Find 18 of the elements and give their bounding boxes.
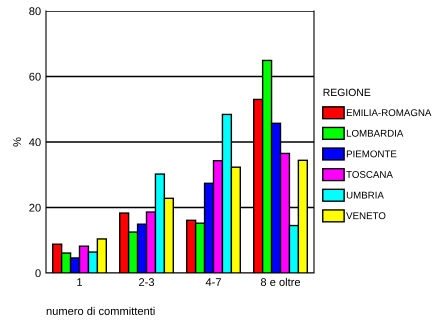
y-tick-label: 0 xyxy=(35,269,41,278)
legend-label: PIEMONTE xyxy=(346,150,396,158)
y-tick-label: 20 xyxy=(29,204,41,212)
y-tick-label: 40 xyxy=(29,138,41,146)
legend-label: TOSCANA xyxy=(346,171,393,178)
y-tick-label: 60 xyxy=(29,72,41,81)
legend-label: EMILIA-ROMAGNA xyxy=(346,109,432,116)
legend-title: REGIONE xyxy=(324,88,370,96)
legend-label: LOMBARDIA xyxy=(346,130,404,137)
y-tick-label: 80 xyxy=(29,7,41,16)
x-axis-title: numero di committenti xyxy=(46,306,155,315)
legend-label: UMBRIA xyxy=(346,192,384,199)
y-axis-title: % xyxy=(13,137,21,147)
x-tick-label: 8 e oltre xyxy=(260,278,300,286)
x-tick-label: 2-3 xyxy=(139,278,154,286)
x-tick-label: 4-7 xyxy=(206,278,221,286)
legend-label: VENETO xyxy=(346,212,386,220)
x-tick-label: 1 xyxy=(77,278,82,286)
